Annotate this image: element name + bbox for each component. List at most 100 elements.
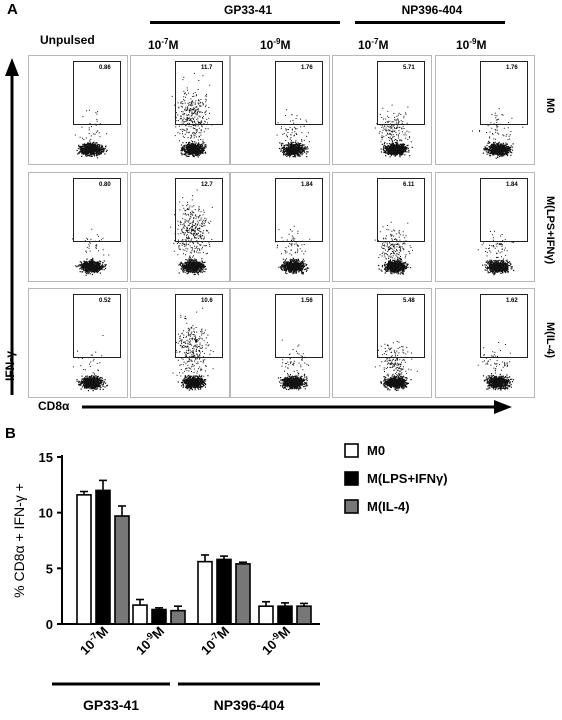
gate-box: [275, 294, 323, 358]
gate-box: [275, 61, 323, 125]
dot-cloud: [72, 228, 110, 276]
peptide-header-gp33: GP33-41: [223, 3, 273, 17]
gate-percentage: 0.52: [99, 298, 111, 304]
dot-cloud: [477, 230, 515, 276]
bar: [277, 605, 293, 625]
flow-plot: 0.80: [28, 172, 128, 282]
dot-cloud: [477, 342, 515, 391]
legend-swatch: [344, 443, 359, 458]
flow-plot: 1.76: [230, 55, 330, 165]
gate-percentage: 6.11: [403, 182, 415, 188]
gate-box: [480, 61, 528, 125]
bar: [170, 609, 186, 625]
dot-cloud: [72, 335, 109, 392]
dose-header: 10-7M: [358, 37, 389, 52]
dose-header: 10-9M: [456, 37, 487, 52]
gate-box: [73, 294, 121, 358]
dose-header: 10-7M: [148, 37, 179, 52]
gate-box: [175, 178, 223, 242]
flow-plot: 1.62: [435, 288, 535, 398]
flow-plot: 1.76: [435, 55, 535, 165]
gate-box: [480, 178, 528, 242]
dot-cloud: [472, 108, 524, 159]
gate-box: [73, 178, 121, 242]
bar: [76, 494, 92, 625]
dose-header: 10-9M: [260, 37, 291, 52]
y-axis-label: % CD8α + IFN-γ +: [11, 483, 27, 598]
panel-b-letter: B: [5, 425, 16, 442]
gate-box: [377, 61, 425, 125]
gate-box: [73, 61, 121, 125]
gate-percentage: 1.84: [301, 182, 313, 188]
gate-percentage: 1.84: [506, 182, 518, 188]
dot-cloud: [374, 221, 413, 275]
y-tick-label: 0: [46, 617, 53, 632]
gate-percentage: 1.76: [301, 65, 313, 71]
bar: [132, 604, 148, 625]
flow-plot: 10.6: [130, 288, 230, 398]
bar: [114, 515, 130, 625]
category-label: 10-9M: [132, 623, 167, 658]
dot-cloud: [171, 72, 213, 158]
cd8a-axis-label: CD8α: [38, 399, 70, 413]
category-label: 10-7M: [197, 623, 232, 658]
panel-a-letter: A: [7, 1, 18, 18]
gate-box: [377, 294, 425, 358]
gate-percentage: 5.48: [403, 298, 415, 304]
dot-cloud: [74, 109, 108, 159]
flow-plot: 0.52: [28, 288, 128, 398]
legend-label: M(LPS+IFNγ): [367, 471, 448, 486]
unpulsed-header: Unpulsed: [40, 33, 95, 47]
dot-cloud: [374, 341, 418, 391]
bar: [197, 560, 213, 625]
y-tick-label: 10: [39, 506, 53, 521]
flow-plot: 1.84: [435, 172, 535, 282]
flow-plot: 1.56: [230, 288, 330, 398]
dot-cloud: [275, 225, 311, 275]
flow-plot: 5.48: [332, 288, 432, 398]
bar-chart: 0 5 10 15 % CD8α + IFN-γ + 10-7M 10-9M 10-7M 10-…: [11, 443, 448, 713]
bar: [216, 558, 232, 625]
gate-box: [175, 61, 223, 125]
ifng-axis-label: IFN-γ: [3, 351, 17, 381]
y-tick-label: 15: [39, 450, 53, 465]
flow-plot: 0.86: [28, 55, 128, 165]
category-label: 10-9M: [258, 623, 293, 658]
y-arrow-head: [5, 58, 19, 76]
legend-swatch: [344, 471, 359, 486]
dot-cloud: [276, 109, 310, 158]
peptide-header-np396: NP396-404: [401, 3, 463, 17]
flow-plot: 5.71: [332, 55, 432, 165]
bar: [296, 605, 312, 625]
peptide-bar-np396: [355, 21, 505, 24]
gate-box: [377, 178, 425, 242]
gate-box: [175, 294, 223, 358]
gate-box: [275, 178, 323, 242]
gate-percentage: 1.62: [506, 298, 518, 304]
legend-label: M(IL-4): [367, 499, 410, 514]
flow-plot: 12.7: [130, 172, 230, 282]
group-label: GP33-41: [83, 697, 139, 713]
gate-percentage: 1.76: [506, 65, 518, 71]
flow-plot: 1.84: [230, 172, 330, 282]
legend-swatch: [344, 499, 359, 514]
flow-plot: 11.7: [130, 55, 230, 165]
dot-cloud: [277, 339, 309, 391]
dot-cloud: [374, 104, 413, 158]
gate-percentage: 12.7: [201, 182, 213, 188]
bar: [151, 608, 167, 625]
bar: [258, 605, 274, 625]
gate-box: [480, 294, 528, 358]
gate-percentage: 11.7: [201, 65, 213, 71]
y-tick-label: 5: [46, 561, 53, 576]
gate-percentage: 0.80: [99, 182, 111, 188]
gate-percentage: 0.86: [99, 65, 111, 71]
axis-arrows: [5, 58, 512, 414]
x-arrow-head: [494, 400, 512, 414]
gate-percentage: 1.56: [301, 298, 313, 304]
gate-percentage: 5.71: [403, 65, 415, 71]
peptide-bar-gp33: [150, 21, 340, 24]
bar: [95, 489, 111, 625]
group-label: NP396-404: [214, 697, 285, 713]
legend-label: M0: [367, 443, 385, 458]
